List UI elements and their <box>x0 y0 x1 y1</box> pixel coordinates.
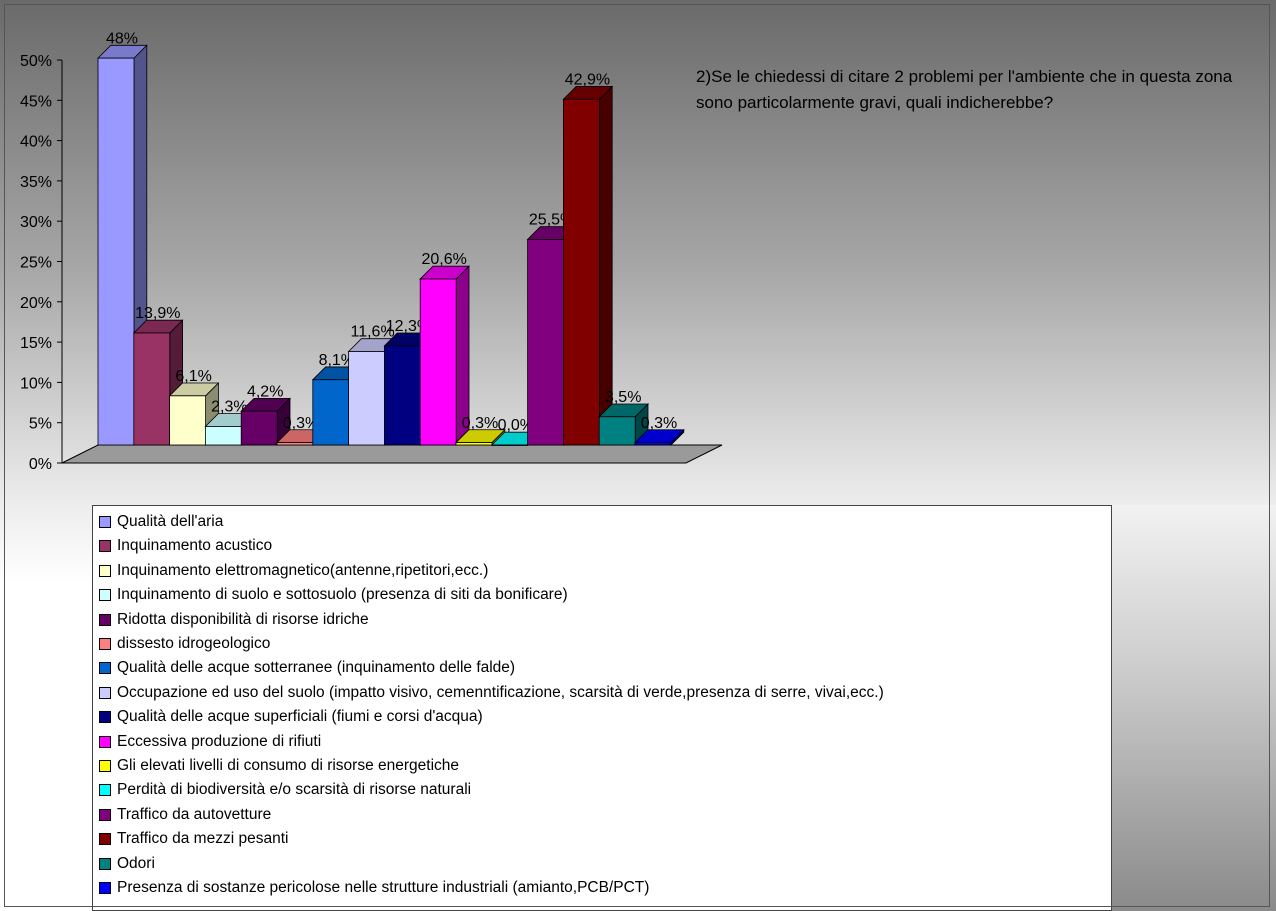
data-label: 42,9% <box>565 71 610 88</box>
y-tick-label: 15% <box>20 335 52 352</box>
legend-label: Inquinamento elettromagnetico(antenne,ri… <box>117 561 489 579</box>
legend-swatch <box>99 589 111 602</box>
data-label: 25,5% <box>529 212 574 229</box>
legend-label: Qualità delle acque superficiali (fiumi … <box>117 708 483 726</box>
y-tick-label: 30% <box>20 214 52 231</box>
y-tick-label: 40% <box>20 134 52 151</box>
chart-shade <box>1112 505 1276 911</box>
bar <box>598 416 636 446</box>
data-label: 8,1% <box>319 352 355 369</box>
bar <box>240 410 278 446</box>
data-label: 3,5% <box>605 389 641 406</box>
legend-item: Traffico da mezzi pesanti <box>99 827 288 851</box>
legend-label: Occupazione ed uso del suolo (impatto vi… <box>117 683 884 701</box>
bar <box>312 379 350 446</box>
data-label: 48% <box>106 30 138 47</box>
y-tick-label: 20% <box>20 295 52 312</box>
legend-item: Perdità di biodiversità e/o scarsità di … <box>99 778 471 802</box>
legend-swatch <box>99 882 111 894</box>
legend-label: Qualità dell'aria <box>117 513 224 530</box>
legend-label: Gli elevati livelli di consumo di risors… <box>117 757 460 774</box>
legend-label: Inquinamento di suolo e sottosuolo (pres… <box>117 586 568 604</box>
legend-swatch <box>99 564 111 577</box>
legend-swatch <box>99 857 111 870</box>
bar <box>204 426 242 446</box>
y-tick-label: 5% <box>29 416 52 433</box>
legend-item: Traffico da autovetture <box>99 803 271 827</box>
legend-label: Ridotta disponibilità di risorse idriche <box>117 610 369 628</box>
legend-item: Qualità dell'aria <box>99 510 223 534</box>
bar <box>97 57 135 446</box>
legend-label: dissesto idrogeologico <box>117 635 271 652</box>
legend-label: Traffico da autovetture <box>117 805 272 823</box>
bar <box>276 442 314 446</box>
chart-legend: Qualità dell'aria Inquinamento acustico In… <box>92 505 1112 911</box>
bar <box>527 239 564 446</box>
legend-item: Gli elevati livelli di consumo di risors… <box>99 754 459 778</box>
legend-item: Qualità delle acque superficiali (fiumi … <box>99 705 483 729</box>
data-label: 0,3% <box>462 415 498 432</box>
data-label: 13,9% <box>135 305 180 322</box>
legend-item: Presenza di sostanze pericolose nelle st… <box>99 876 649 900</box>
legend-label: Inquinamento acustico <box>117 537 273 555</box>
legend-label: Perdità di biodiversità e/o scarsità di … <box>117 781 472 799</box>
data-label: 20,6% <box>422 251 467 268</box>
bar <box>169 395 207 446</box>
data-label: 12,3% <box>386 318 431 335</box>
y-tick-label: 35% <box>20 174 52 191</box>
legend-label: Traffico da mezzi pesanti <box>117 830 289 848</box>
bar <box>491 444 529 446</box>
chart-floor <box>61 444 723 464</box>
legend-swatch <box>99 735 111 748</box>
data-label: 4,2% <box>247 383 283 400</box>
y-tick-label: 45% <box>20 93 52 110</box>
y-tick-label: 0% <box>29 456 52 473</box>
legend-swatch <box>99 833 111 846</box>
legend-swatch <box>99 784 111 797</box>
legend-item: Eccessiva produzione di rifiuti <box>99 730 321 754</box>
bar <box>455 442 493 446</box>
legend-swatch <box>99 613 111 626</box>
legend-swatch <box>99 760 111 772</box>
legend-item: Ridotta disponibilità di risorse idriche <box>99 608 369 632</box>
legend-item: Occupazione ed uso del suolo (impatto vi… <box>99 681 884 705</box>
bar <box>634 442 672 446</box>
legend-label: Odori <box>117 854 155 872</box>
legend-item: Inquinamento di suolo e sottosuolo (pres… <box>99 583 568 607</box>
data-label: 2,3% <box>211 399 247 416</box>
bar <box>383 345 421 446</box>
legend-label: Qualità delle acque sotterranee (inquina… <box>117 659 516 677</box>
bar <box>133 332 171 446</box>
legend-swatch <box>99 662 111 675</box>
y-tick-label: 25% <box>20 255 52 272</box>
legend-item: Odori <box>99 852 155 876</box>
chart-title: 2)Se le chiedessi di citare 2 problemi p… <box>696 67 1233 112</box>
legend-label: Eccessiva produzione di rifiuti <box>117 732 322 750</box>
legend-swatch <box>99 540 111 553</box>
y-tick-label: 10% <box>20 375 52 392</box>
legend-item: Inquinamento acustico <box>99 534 272 558</box>
data-label: 11,6% <box>351 324 395 341</box>
legend-swatch <box>99 808 111 821</box>
data-label: 0,3% <box>641 415 677 432</box>
legend-item: dissesto idrogeologico <box>99 632 270 656</box>
y-tick-label: 50% <box>20 53 52 70</box>
bar <box>348 351 386 446</box>
legend-item: Inquinamento elettromagnetico(antenne,ri… <box>99 559 488 583</box>
data-label: 0,0% <box>498 417 534 434</box>
legend-item: Qualità delle acque sotterranee (inquina… <box>99 656 515 680</box>
legend-swatch <box>99 686 111 699</box>
legend-swatch <box>99 711 111 724</box>
bar <box>563 98 600 446</box>
data-label: 0,3% <box>283 415 319 432</box>
legend-swatch <box>99 516 111 528</box>
legend-label: Presenza di sostanze pericolose nelle st… <box>117 879 650 896</box>
bar <box>419 278 457 446</box>
data-label: 6,1% <box>175 368 211 385</box>
legend-swatch <box>99 638 111 650</box>
